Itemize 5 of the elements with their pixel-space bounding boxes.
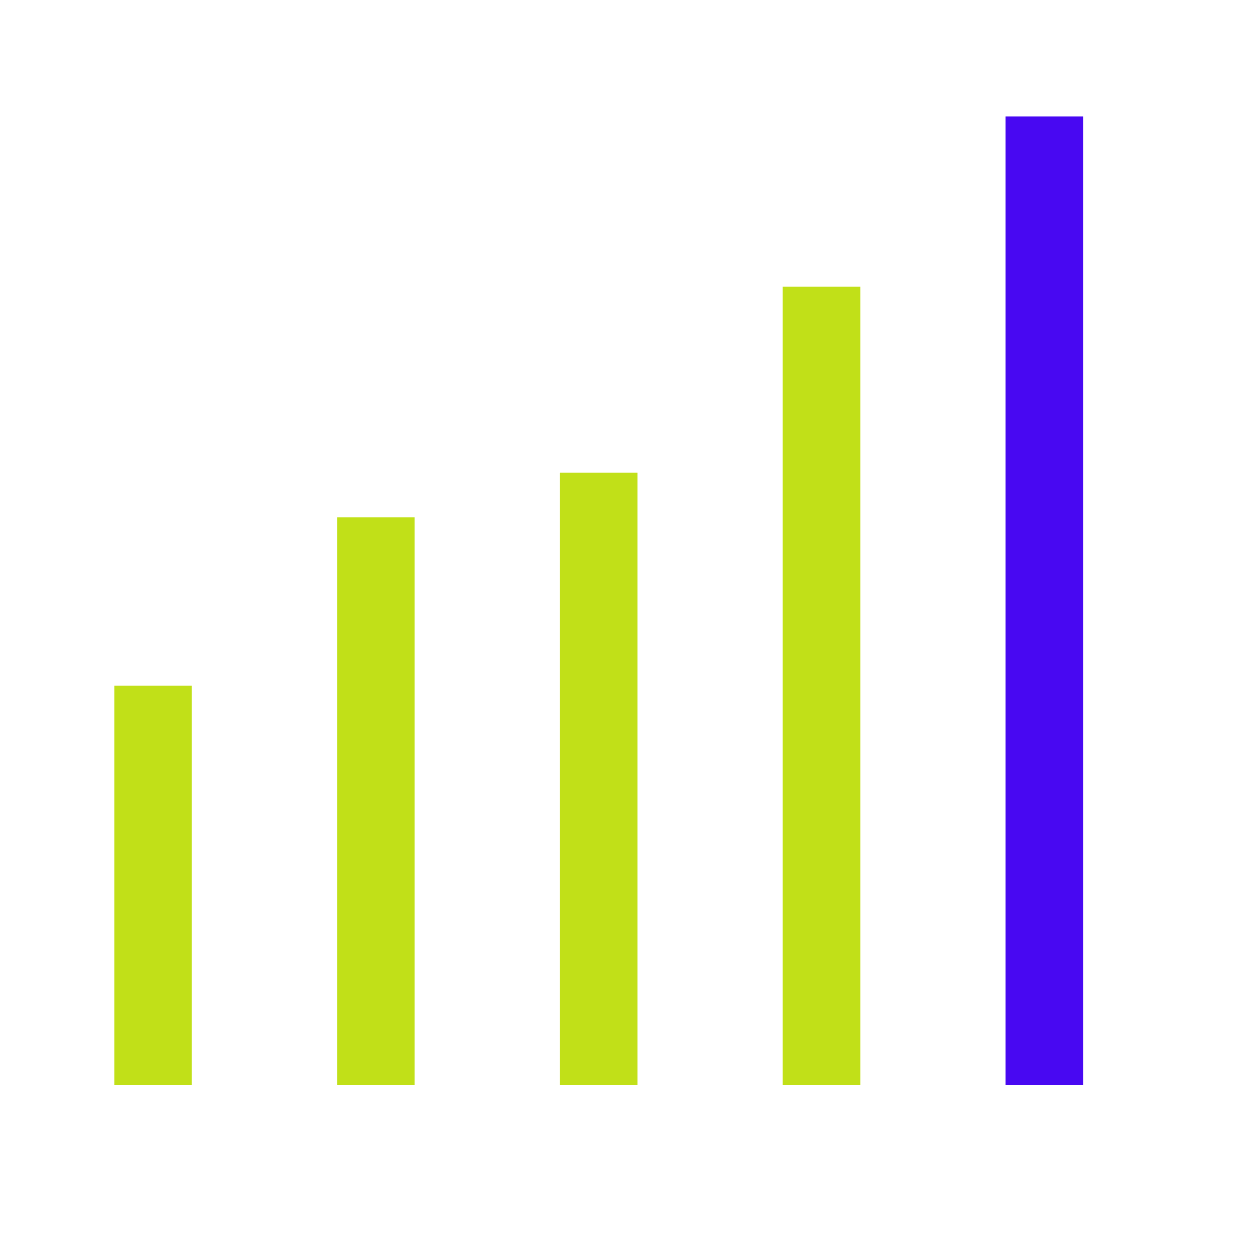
bar (1005, 116, 1084, 1085)
bar (782, 286, 861, 1085)
bar (559, 472, 638, 1085)
bar (114, 685, 192, 1085)
bar (337, 517, 415, 1085)
